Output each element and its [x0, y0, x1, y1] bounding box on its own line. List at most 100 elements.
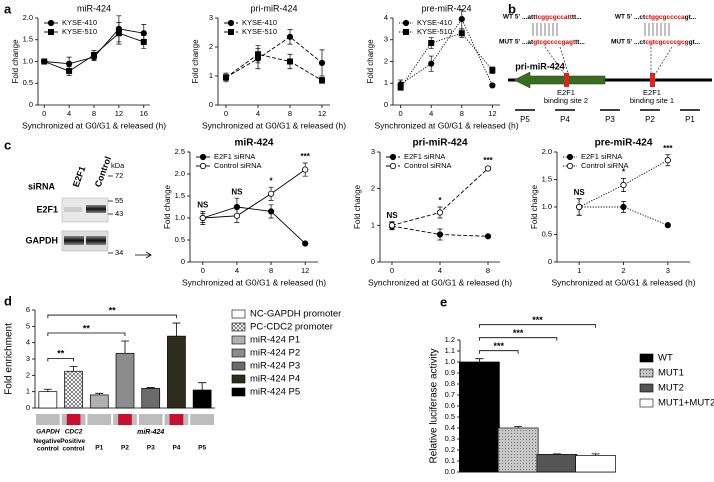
y-tick-label: 0 [384, 100, 388, 109]
y-tick-label: 2.5 [175, 147, 185, 156]
track-box [36, 414, 60, 425]
legend-marker [566, 162, 574, 170]
legend-label: MUT2 [658, 383, 684, 394]
marker [66, 60, 73, 67]
binding-site [564, 73, 569, 87]
legend-marker [199, 153, 207, 161]
bar [575, 455, 616, 473]
y-axis-label: Fold change [163, 184, 172, 229]
legend-swatch [231, 322, 246, 332]
y-tick-label: 1.0 [445, 357, 455, 366]
y-tick-label: 0.3 [445, 434, 455, 443]
x-tick-label: 12 [318, 109, 326, 118]
marker [267, 208, 275, 215]
y-tick-label: 0 [548, 257, 552, 266]
bar [192, 389, 212, 409]
x-tick-label: 2 [621, 266, 625, 275]
marker [620, 181, 627, 189]
track-site [169, 414, 184, 425]
track-label: P4 [172, 445, 180, 452]
y-tick-label: 2 [371, 184, 375, 193]
annotation: *** [663, 144, 673, 153]
note-line: control [37, 445, 59, 452]
legend-swatch [231, 335, 246, 345]
annotation: NS [574, 188, 586, 197]
legend-swatch [231, 361, 246, 371]
track-note: Negative control [33, 438, 62, 453]
y-tick-label: 0.2 [445, 445, 455, 454]
diagram: WT 5' ...atttcggcgccatttt... MUT 5' ...a… [499, 14, 712, 124]
primer-label: P2 [645, 115, 655, 124]
y-tick-label: 3 [26, 354, 30, 363]
marker [489, 82, 496, 89]
marker [199, 214, 206, 222]
marker [233, 212, 241, 219]
y-tick-label: 0.0 [445, 467, 455, 476]
protein-label: E2F1 [36, 204, 58, 214]
legend-label: KYSE-410 [62, 18, 97, 27]
y-tick-label: 1.0 [175, 213, 185, 222]
protein-label: GAPDH [25, 235, 58, 245]
lane-label: E2F1 [71, 165, 88, 189]
legend-marker [227, 19, 235, 27]
ladder-label: 55 [115, 196, 123, 205]
legend-marker [47, 19, 55, 27]
legend-marker [566, 153, 574, 161]
y-tick-label: 0.9 [445, 368, 455, 377]
annotation: NS [386, 211, 398, 220]
site-guides [544, 46, 673, 77]
ladder-label: 72 [115, 171, 123, 180]
significance: *** [532, 315, 543, 325]
marker [286, 58, 293, 65]
panel-label: e [440, 294, 447, 309]
x-tick-label: 0 [201, 266, 205, 275]
annotation: * [622, 168, 626, 177]
blot-band [64, 236, 84, 245]
sequence: ...ctcgtcgccccgcggt... [634, 39, 700, 46]
y-tick-label: 0 [209, 100, 213, 109]
legend-label: miR-424 P3 [250, 361, 300, 372]
y-tick-label: 0.4 [445, 423, 455, 432]
legend-label: MUT1+MUT2 [658, 398, 714, 409]
y-tick-label: 1 [371, 220, 375, 229]
y-tick-label: 0 [371, 257, 375, 266]
marker [458, 15, 465, 23]
track-label: P1 [95, 445, 103, 452]
seq-label: MUT 5' [611, 39, 633, 46]
legend-label: PC-CDC2 promoter [250, 322, 333, 333]
marker [254, 51, 261, 58]
series-line [400, 18, 493, 86]
y-tick-label: 2.0 [23, 13, 33, 22]
x-axis-label: Synchronized at G0/G1 & released (h) [374, 120, 518, 130]
y-tick-label: 1 [209, 71, 213, 80]
track-box [138, 414, 163, 425]
x-tick-label: 8 [486, 266, 490, 275]
treatment-label: siRNA [28, 181, 56, 191]
chart-title: miR-424 [235, 138, 274, 149]
seq-label: WT 5' [615, 14, 633, 21]
y-tick-label: 0.8 [445, 379, 455, 388]
bracket [478, 324, 597, 328]
chart-title: pre-miR-424 [595, 138, 653, 149]
x-tick-label: 0 [224, 109, 228, 118]
note-line: Positive [60, 438, 87, 445]
x-tick-label: 1 [577, 266, 581, 275]
annotation: NS [197, 201, 209, 210]
legend-label: KYSE-510 [62, 27, 97, 36]
track-label: P5 [198, 445, 206, 452]
site-label: E2F1 [557, 88, 575, 97]
annotation: * [270, 176, 274, 185]
marker [484, 165, 492, 172]
bracket [47, 357, 74, 362]
ladder-ticks [108, 175, 113, 254]
marker [140, 38, 147, 45]
marker [664, 222, 671, 229]
y-tick-label: 0.1 [445, 456, 455, 465]
track-label: P3 [147, 445, 155, 452]
track-note: Positive control [60, 438, 87, 453]
y-tick-label: 1 [384, 78, 388, 87]
x-tick-label: 4 [235, 266, 239, 275]
bar [89, 394, 109, 409]
marker [286, 33, 294, 40]
track-box [190, 414, 214, 425]
